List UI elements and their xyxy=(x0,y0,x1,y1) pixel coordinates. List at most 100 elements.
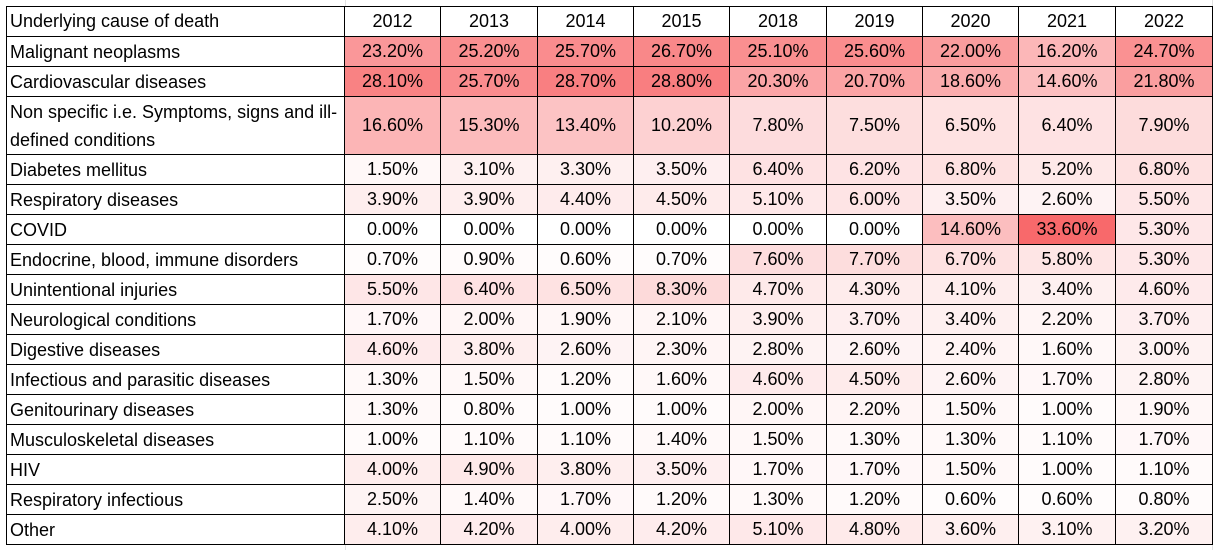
cause-label-cell[interactable]: Musculoskeletal diseases xyxy=(6,424,345,455)
value-cell[interactable]: 23.20% xyxy=(344,36,441,67)
value-cell[interactable]: 4.20% xyxy=(440,514,538,545)
value-cell[interactable]: 4.60% xyxy=(1115,274,1213,305)
value-cell[interactable]: 25.20% xyxy=(440,36,538,67)
value-cell[interactable]: 4.10% xyxy=(922,274,1019,305)
value-cell[interactable]: 0.70% xyxy=(633,244,730,275)
cause-label-cell[interactable]: Diabetes mellitus xyxy=(6,154,345,185)
value-cell[interactable]: 4.60% xyxy=(729,364,827,395)
year-header[interactable]: 2019 xyxy=(826,6,923,37)
year-header[interactable]: 2022 xyxy=(1115,6,1213,37)
value-cell[interactable]: 28.70% xyxy=(537,66,634,97)
value-cell[interactable]: 0.00% xyxy=(826,214,923,245)
value-cell[interactable]: 0.00% xyxy=(344,214,441,245)
value-cell[interactable]: 7.50% xyxy=(826,96,923,155)
value-cell[interactable]: 5.80% xyxy=(1018,244,1116,275)
value-cell[interactable]: 1.00% xyxy=(1018,394,1116,425)
cause-label-cell[interactable]: HIV xyxy=(6,454,345,485)
value-cell[interactable]: 33.60% xyxy=(1018,214,1116,245)
value-cell[interactable]: 0.60% xyxy=(1018,484,1116,515)
cause-label-cell[interactable]: Respiratory diseases xyxy=(6,184,345,215)
value-cell[interactable]: 5.30% xyxy=(1115,214,1213,245)
value-cell[interactable]: 3.60% xyxy=(922,514,1019,545)
value-cell[interactable]: 1.40% xyxy=(633,424,730,455)
value-cell[interactable]: 3.50% xyxy=(633,154,730,185)
value-cell[interactable]: 4.50% xyxy=(826,364,923,395)
value-cell[interactable]: 13.40% xyxy=(537,96,634,155)
value-cell[interactable]: 3.10% xyxy=(1018,514,1116,545)
value-cell[interactable]: 5.10% xyxy=(729,514,827,545)
value-cell[interactable]: 1.40% xyxy=(440,484,538,515)
value-cell[interactable]: 28.80% xyxy=(633,66,730,97)
value-cell[interactable]: 1.70% xyxy=(344,304,441,335)
value-cell[interactable]: 1.30% xyxy=(826,424,923,455)
value-cell[interactable]: 1.00% xyxy=(537,394,634,425)
value-cell[interactable]: 6.00% xyxy=(826,184,923,215)
value-cell[interactable]: 1.70% xyxy=(537,484,634,515)
value-cell[interactable]: 1.20% xyxy=(633,484,730,515)
value-cell[interactable]: 1.70% xyxy=(826,454,923,485)
value-cell[interactable]: 1.10% xyxy=(440,424,538,455)
value-cell[interactable]: 6.50% xyxy=(537,274,634,305)
value-cell[interactable]: 25.60% xyxy=(826,36,923,67)
value-cell[interactable]: 5.10% xyxy=(729,184,827,215)
value-cell[interactable]: 4.80% xyxy=(826,514,923,545)
value-cell[interactable]: 3.10% xyxy=(440,154,538,185)
year-header[interactable]: 2021 xyxy=(1018,6,1116,37)
value-cell[interactable]: 4.70% xyxy=(729,274,827,305)
value-cell[interactable]: 5.30% xyxy=(1115,244,1213,275)
value-cell[interactable]: 15.30% xyxy=(440,96,538,155)
value-cell[interactable]: 2.10% xyxy=(633,304,730,335)
value-cell[interactable]: 1.50% xyxy=(440,364,538,395)
value-cell[interactable]: 1.90% xyxy=(537,304,634,335)
value-cell[interactable]: 26.70% xyxy=(633,36,730,67)
value-cell[interactable]: 3.00% xyxy=(1115,334,1213,365)
value-cell[interactable]: 3.80% xyxy=(537,454,634,485)
value-cell[interactable]: 6.50% xyxy=(922,96,1019,155)
value-cell[interactable]: 2.20% xyxy=(1018,304,1116,335)
value-cell[interactable]: 1.90% xyxy=(1115,394,1213,425)
value-cell[interactable]: 25.70% xyxy=(440,66,538,97)
value-cell[interactable]: 2.80% xyxy=(1115,364,1213,395)
value-cell[interactable]: 1.10% xyxy=(1115,454,1213,485)
value-cell[interactable]: 6.40% xyxy=(1018,96,1116,155)
value-cell[interactable]: 3.40% xyxy=(922,304,1019,335)
value-cell[interactable]: 3.30% xyxy=(537,154,634,185)
value-cell[interactable]: 3.90% xyxy=(440,184,538,215)
value-cell[interactable]: 2.60% xyxy=(1018,184,1116,215)
year-header[interactable]: 2018 xyxy=(729,6,827,37)
cause-label-cell[interactable]: Genitourinary diseases xyxy=(6,394,345,425)
cause-label-cell[interactable]: Malignant neoplasms xyxy=(6,36,345,67)
cause-label-cell[interactable]: Other xyxy=(6,514,345,545)
value-cell[interactable]: 24.70% xyxy=(1115,36,1213,67)
value-cell[interactable]: 0.70% xyxy=(344,244,441,275)
value-cell[interactable]: 4.10% xyxy=(344,514,441,545)
value-cell[interactable]: 2.00% xyxy=(440,304,538,335)
year-header[interactable]: 2012 xyxy=(344,6,441,37)
cause-label-cell[interactable]: Digestive diseases xyxy=(6,334,345,365)
value-cell[interactable]: 7.90% xyxy=(1115,96,1213,155)
value-cell[interactable]: 6.80% xyxy=(922,154,1019,185)
value-cell[interactable]: 3.90% xyxy=(729,304,827,335)
value-cell[interactable]: 6.70% xyxy=(922,244,1019,275)
value-cell[interactable]: 1.30% xyxy=(729,484,827,515)
value-cell[interactable]: 3.90% xyxy=(344,184,441,215)
value-cell[interactable]: 1.20% xyxy=(537,364,634,395)
year-header[interactable]: 2013 xyxy=(440,6,538,37)
value-cell[interactable]: 1.00% xyxy=(1018,454,1116,485)
value-cell[interactable]: 5.20% xyxy=(1018,154,1116,185)
value-cell[interactable]: 1.30% xyxy=(344,364,441,395)
value-cell[interactable]: 14.60% xyxy=(1018,66,1116,97)
value-cell[interactable]: 1.50% xyxy=(922,454,1019,485)
value-cell[interactable]: 18.60% xyxy=(922,66,1019,97)
cause-label-cell[interactable]: COVID xyxy=(6,214,345,245)
value-cell[interactable]: 2.00% xyxy=(729,394,827,425)
value-cell[interactable]: 1.60% xyxy=(1018,334,1116,365)
value-cell[interactable]: 0.00% xyxy=(633,214,730,245)
value-cell[interactable]: 6.20% xyxy=(826,154,923,185)
value-cell[interactable]: 7.80% xyxy=(729,96,827,155)
value-cell[interactable]: 1.60% xyxy=(633,364,730,395)
value-cell[interactable]: 3.40% xyxy=(1018,274,1116,305)
value-cell[interactable]: 2.40% xyxy=(922,334,1019,365)
value-cell[interactable]: 0.80% xyxy=(1115,484,1213,515)
value-cell[interactable]: 25.70% xyxy=(537,36,634,67)
